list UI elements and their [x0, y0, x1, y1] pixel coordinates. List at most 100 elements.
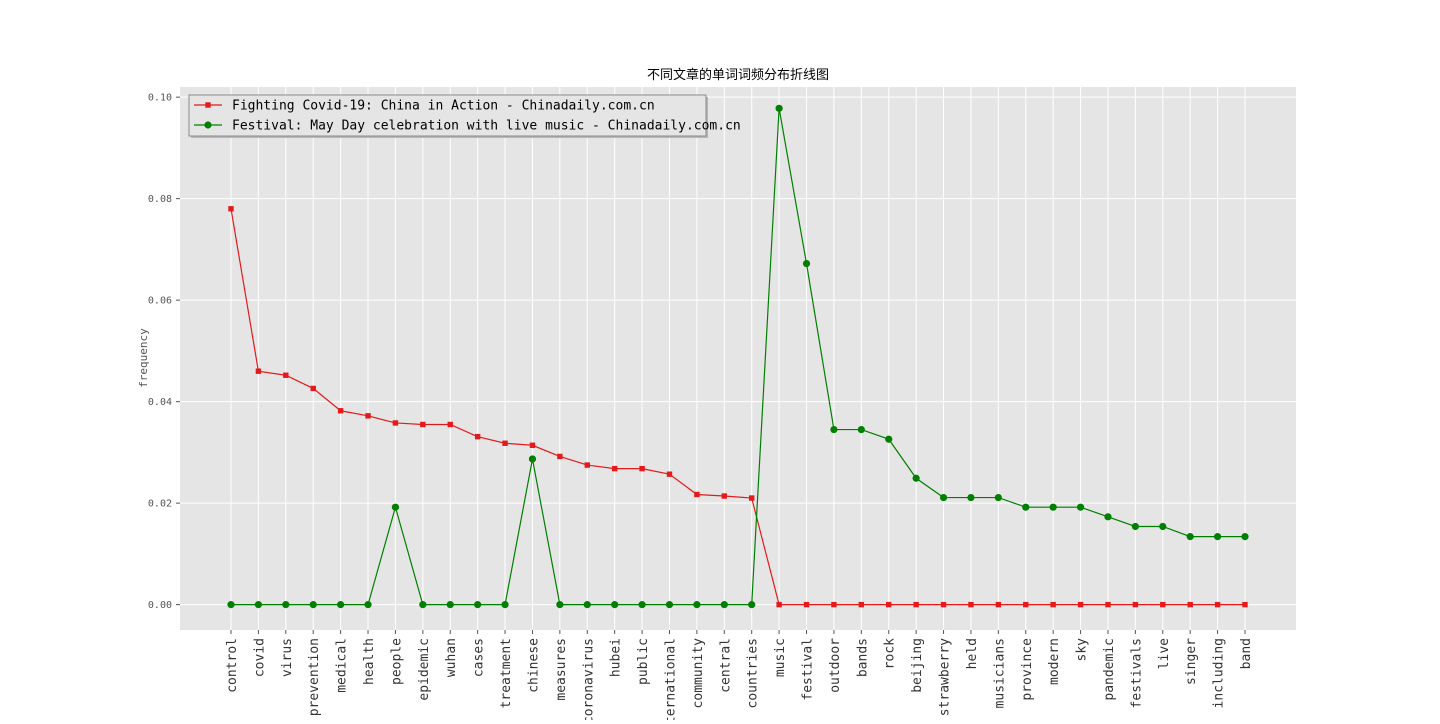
data-point — [447, 421, 453, 428]
series-line — [230, 208, 1245, 606]
data-point — [1186, 533, 1194, 541]
series-line — [231, 108, 1245, 606]
x-tick-label: festival — [801, 638, 816, 701]
data-point — [392, 420, 399, 426]
x-tick-label: strawberry — [938, 638, 953, 716]
data-point — [584, 462, 590, 468]
y-tick-label: 0.10 — [148, 93, 172, 104]
data-point — [1214, 601, 1221, 608]
x-tick-label: province — [1020, 638, 1035, 701]
x-tick-label: virus — [280, 638, 295, 677]
data-point — [749, 495, 755, 501]
x-tick-label: health — [362, 638, 377, 685]
legend-label: Fighting Covid-19: China in Action - Chi… — [232, 99, 655, 114]
data-point — [1160, 601, 1166, 608]
data-point — [802, 260, 811, 268]
data-point — [748, 601, 756, 609]
data-point — [528, 455, 537, 463]
data-point — [446, 601, 454, 609]
series-2 — [227, 104, 1249, 609]
x-tick-label: modern — [1047, 638, 1062, 685]
data-point — [694, 491, 700, 498]
data-point — [638, 601, 646, 609]
data-point — [502, 440, 508, 446]
data-point — [501, 601, 509, 609]
x-tick-label: epidemic — [417, 638, 432, 701]
data-point — [364, 601, 372, 609]
data-point — [556, 601, 564, 609]
data-point — [912, 474, 920, 482]
data-point — [365, 413, 371, 419]
data-point — [940, 601, 947, 608]
data-point — [611, 601, 619, 609]
data-point — [1049, 503, 1057, 511]
data-point — [1104, 513, 1112, 521]
x-tick-label: hubei — [609, 638, 624, 677]
x-tick-label: bands — [855, 638, 870, 677]
x-tick-label: wuhan — [444, 638, 459, 677]
x-tick-label: medical — [335, 638, 350, 693]
x-tick-label: including — [1212, 638, 1227, 708]
data-point — [666, 471, 673, 477]
y-tick-label: 0.08 — [148, 194, 172, 205]
legend-entry: Fighting Covid-19: China in Action - Chi… — [194, 99, 655, 114]
data-point — [720, 601, 728, 609]
x-tick-label: measures — [554, 638, 569, 701]
x-tick-label: control — [225, 638, 240, 693]
data-point — [913, 601, 919, 608]
data-point — [886, 601, 892, 608]
x-tick-label: singer — [1184, 638, 1199, 685]
data-point — [1159, 522, 1167, 531]
x-tick-label: chinese — [526, 638, 541, 693]
data-point — [1242, 601, 1248, 608]
x-tick-label: outdoor — [828, 638, 843, 693]
legend-marker — [205, 102, 211, 108]
data-point — [857, 425, 865, 434]
data-point — [420, 421, 426, 428]
series-layer — [227, 104, 1249, 609]
x-tick-label: countries — [746, 638, 761, 708]
x-tick-label: sky — [1075, 638, 1090, 662]
y-tick-label: 0.02 — [148, 499, 172, 510]
x-tick-label: held — [965, 638, 980, 669]
data-point — [391, 503, 400, 511]
legend-label: Festival: May Day celebration with live … — [232, 119, 741, 134]
data-point — [1131, 522, 1139, 531]
data-point — [665, 601, 674, 609]
data-point — [1187, 601, 1193, 608]
data-point — [337, 601, 345, 609]
data-point — [1077, 601, 1084, 608]
data-point — [776, 601, 782, 608]
legend: Fighting Covid-19: China in Action - Chi… — [188, 94, 741, 138]
x-tick-label: cases — [472, 638, 487, 677]
data-point — [228, 206, 234, 212]
x-tick-label: public — [636, 638, 651, 685]
data-point — [885, 435, 893, 443]
y-tick-label: 0.00 — [148, 600, 172, 611]
x-tick-label: prevention — [307, 638, 322, 716]
data-point — [310, 385, 316, 392]
x-tick-label: coronavirus — [581, 638, 596, 720]
data-point — [995, 601, 1002, 608]
data-point — [337, 408, 344, 414]
data-point — [474, 433, 481, 440]
y-axis: 0.00 0.02 0.04 0.06 0.08 0.10 — [148, 93, 180, 611]
plot-area — [180, 87, 1296, 630]
data-point — [282, 601, 290, 609]
data-point — [693, 601, 701, 609]
x-tick-label: festivals — [1129, 638, 1144, 708]
data-point — [1132, 601, 1139, 608]
series-1 — [228, 206, 1248, 608]
y-tick-label: 0.04 — [148, 397, 172, 408]
data-point — [227, 601, 235, 609]
data-point — [858, 601, 865, 608]
data-point — [967, 493, 975, 502]
x-tick-label: musicians — [992, 638, 1007, 708]
legend-marker — [204, 121, 212, 129]
x-tick-label: international — [663, 638, 678, 720]
legend-entry: Festival: May Day celebration with live … — [194, 119, 741, 134]
data-point — [939, 493, 948, 502]
data-point — [254, 601, 263, 609]
data-point — [283, 372, 289, 378]
